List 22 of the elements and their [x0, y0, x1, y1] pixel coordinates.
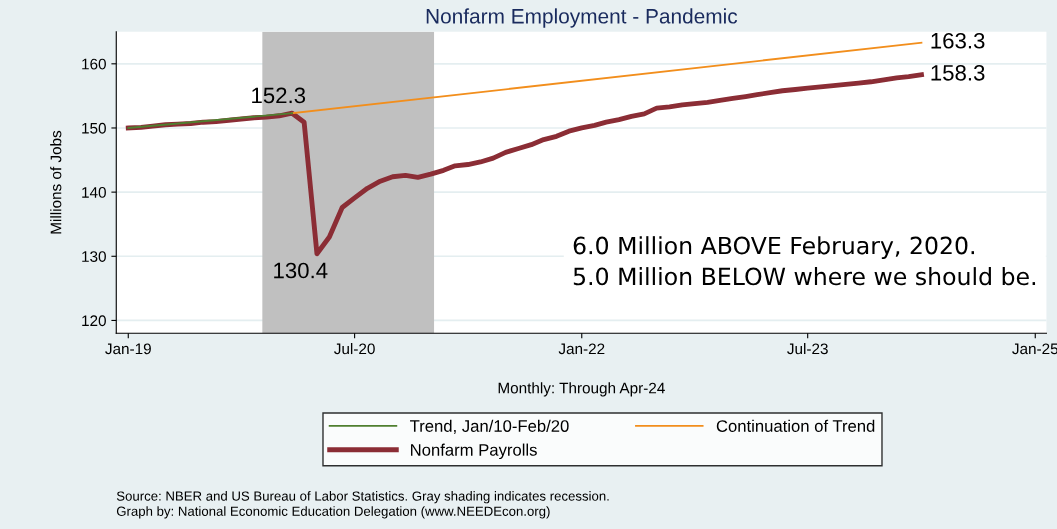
y-tick-label: 140	[82, 187, 106, 198]
x-tick-label: Jan-19	[105, 343, 151, 355]
annotation: 152.3	[252, 87, 306, 104]
annotation: 6.0 Million ABOVE February, 2020. 5.0 Million BELOW where we should be.	[573, 236, 1036, 286]
y-axis-title: Millions of Jobs	[50, 130, 62, 234]
legend-label: Continuation of Trend	[716, 419, 875, 432]
legend-label: Nonfarm Payrolls	[411, 443, 537, 460]
x-tick-label: Jul-23	[787, 342, 828, 355]
y-tick-label: 160	[82, 58, 106, 70]
annotation: 158.3	[931, 64, 985, 81]
x-axis-title: Monthly: Through Apr-24	[498, 382, 665, 397]
x-tick-label: Jan-22	[558, 343, 605, 355]
x-tick-label: Jul-20	[334, 342, 375, 355]
y-tick-label: 130	[82, 251, 106, 262]
y-tick-label: 150	[82, 122, 106, 134]
x-tick-label: Jan-25	[1012, 343, 1057, 355]
chart-title: Nonfarm Employment - Pandemic	[426, 8, 738, 28]
legend-label: Trend, Jan/10-Feb/20	[410, 419, 569, 434]
y-tick-label: 120	[82, 315, 106, 327]
source-note: Source: NBER and US Bureau of Labor Statistics. Gray shading indicates recession. Graph by: National Economic Education Delegation (www.NEEDEcon.org)	[116, 491, 609, 519]
annotation: 163.3	[931, 32, 985, 49]
annotation: 130.4	[274, 262, 328, 279]
